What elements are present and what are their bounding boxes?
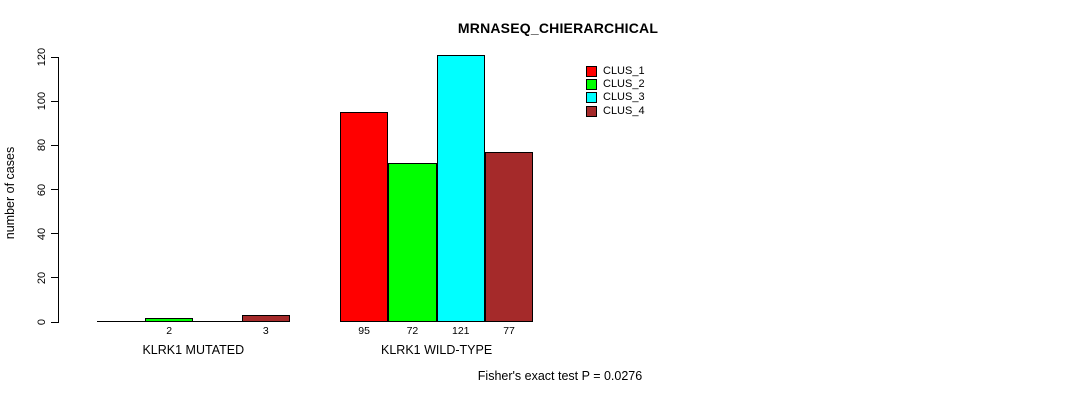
legend-swatch-icon (586, 79, 597, 91)
y-tick-label: 60 (36, 183, 48, 196)
annotation-text: Fisher's exact test P = 0.0276 (477, 369, 643, 383)
y-tick-mark (51, 321, 58, 323)
y-axis-line (58, 57, 59, 323)
bar-clus_4 (484, 151, 534, 322)
y-tick-label: 20 (36, 271, 48, 284)
legend-label: CLUS_4 (603, 104, 645, 117)
bar-zero-clus_3 (193, 321, 242, 322)
y-tick-mark (51, 233, 58, 235)
legend-item: CLUS_3 (586, 91, 645, 104)
legend-label: CLUS_1 (603, 65, 645, 78)
bar-clus_4 (241, 315, 290, 322)
bar-value-label: 72 (406, 324, 419, 337)
y-tick-label: 40 (36, 227, 48, 240)
y-tick-label: 120 (36, 47, 48, 67)
bar-clus_3 (436, 54, 485, 322)
legend-item: CLUS_4 (586, 105, 645, 118)
bar-clus_2 (388, 163, 437, 322)
bar-value-label: 121 (451, 324, 470, 337)
legend-label: CLUS_2 (603, 78, 645, 91)
legend-swatch-icon (586, 66, 597, 78)
y-tick-mark (51, 189, 58, 190)
legend-swatch-icon (586, 105, 597, 117)
bar-value-label: 3 (262, 324, 269, 337)
legend-label: CLUS_3 (603, 91, 645, 104)
y-tick-mark (51, 56, 58, 58)
x-axis-label: KLRK1 MUTATED (142, 343, 245, 357)
chart-title: MRNASEQ_CHIERARCHICAL (457, 20, 659, 36)
bar-clus_2 (145, 317, 194, 322)
bar-value-label: 77 (503, 324, 515, 337)
bar-value-label: 95 (358, 324, 370, 337)
legend: CLUS_1 CLUS_2 CLUS_3 CLUS_4 (586, 65, 645, 118)
y-tick-label: 100 (36, 91, 48, 111)
y-tick-mark (51, 144, 58, 146)
y-axis-title: number of cases (3, 146, 17, 240)
x-axis-label: KLRK1 WILD-TYPE (381, 343, 493, 357)
legend-swatch-icon (586, 92, 597, 104)
y-tick-mark (51, 277, 58, 279)
legend-item: CLUS_2 (586, 78, 645, 91)
y-tick-mark (51, 100, 58, 102)
bar-zero-clus_1 (96, 321, 145, 322)
y-tick-label: 0 (36, 318, 48, 326)
y-tick-label: 80 (36, 139, 48, 152)
bar-clus_1 (340, 112, 389, 322)
bar-value-label: 2 (166, 324, 173, 337)
legend-item: CLUS_1 (586, 65, 645, 78)
